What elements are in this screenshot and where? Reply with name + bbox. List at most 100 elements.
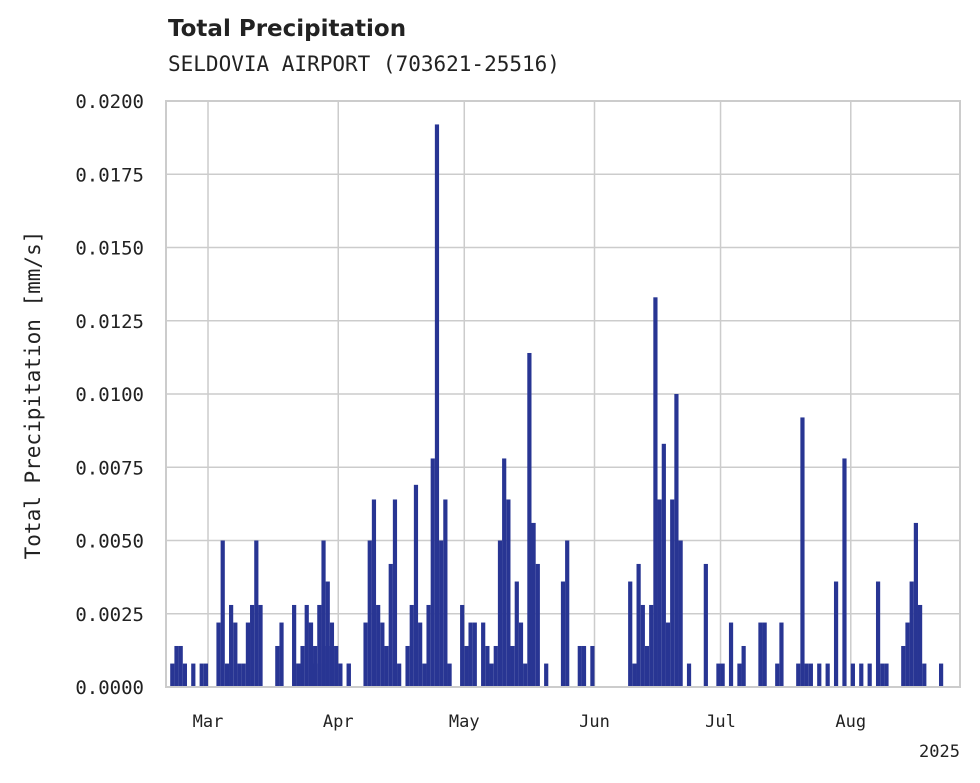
- precip-bar: [409, 604, 414, 687]
- precip-bar: [216, 622, 221, 687]
- precip-bar: [317, 604, 322, 687]
- precip-bar: [867, 663, 872, 687]
- y-tick-label: 0.0075: [75, 457, 144, 479]
- precip-bar: [502, 458, 507, 687]
- precip-bar: [686, 663, 692, 687]
- precip-bar: [233, 622, 238, 687]
- precip-bar: [443, 499, 448, 687]
- precip-bar: [506, 499, 511, 687]
- precip-bar: [203, 663, 209, 687]
- x-tick-label: Mar: [193, 712, 224, 732]
- precip-bar: [913, 522, 918, 687]
- precip-bar: [296, 663, 301, 687]
- precip-bar: [674, 394, 679, 687]
- x-tick-label: May: [449, 712, 480, 732]
- precip-bar: [384, 645, 389, 687]
- precip-bar: [833, 581, 839, 687]
- chart-title: Total Precipitation: [168, 16, 407, 42]
- precip-bar: [779, 622, 784, 687]
- precip-bar: [325, 581, 330, 687]
- y-tick-label: 0.0150: [75, 238, 144, 260]
- precip-bar: [430, 458, 435, 687]
- precip-bar: [800, 417, 805, 687]
- precip-bar: [909, 581, 914, 687]
- precip-bar: [640, 604, 645, 687]
- precip-bar: [523, 663, 528, 687]
- precip-bar: [804, 663, 809, 687]
- precip-bar: [220, 540, 225, 687]
- precip-bar: [636, 563, 641, 687]
- precip-bar: [560, 581, 566, 687]
- precip-bar: [716, 663, 721, 687]
- precip-bar: [678, 540, 683, 687]
- precip-bar: [938, 663, 944, 687]
- precip-bar: [426, 604, 431, 687]
- precip-bar: [376, 604, 381, 687]
- precip-bar: [628, 581, 633, 687]
- precip-bar: [485, 645, 490, 687]
- precip-bar: [720, 663, 725, 687]
- precip-bar: [632, 663, 637, 687]
- precip-bar: [758, 622, 763, 687]
- y-tick-label: 0.0025: [75, 604, 144, 626]
- precip-bar: [380, 622, 385, 687]
- precip-bar: [649, 604, 654, 687]
- precip-bar: [535, 563, 540, 687]
- precip-bar: [241, 663, 246, 687]
- y-tick-label: 0.0100: [75, 384, 144, 406]
- precip-bar: [254, 540, 259, 687]
- precip-bar: [329, 622, 335, 687]
- precip-bar: [392, 499, 398, 687]
- precip-bar: [737, 663, 742, 687]
- precip-bar: [174, 645, 179, 687]
- precip-bar: [670, 499, 675, 687]
- precip-bar: [922, 663, 927, 687]
- precip-bar: [661, 443, 666, 687]
- precip-bar: [489, 663, 494, 687]
- precip-bar: [245, 622, 251, 687]
- precip-bar: [321, 540, 326, 687]
- precip-bar: [258, 604, 263, 687]
- precip-bar: [439, 540, 444, 687]
- precip-bar: [657, 499, 662, 687]
- precip-bar: [884, 663, 889, 687]
- precip-bar: [413, 484, 419, 687]
- precip-bar: [371, 499, 377, 687]
- precip-bar: [901, 645, 906, 687]
- precip-bar: [544, 663, 549, 687]
- precip-bar: [199, 663, 204, 687]
- precip-bar: [468, 622, 473, 687]
- precip-bar: [397, 663, 402, 687]
- precip-bar: [703, 563, 708, 687]
- precip-bar: [775, 663, 780, 687]
- precip-bar: [917, 604, 923, 687]
- precip-bar: [728, 622, 734, 687]
- precip-bar: [250, 604, 255, 687]
- precip-bar: [518, 622, 524, 687]
- precip-bar: [405, 645, 410, 687]
- precip-bar: [665, 622, 671, 687]
- x-year-label: 2025: [919, 742, 960, 762]
- precip-bar: [346, 663, 351, 687]
- precip-bar: [497, 540, 503, 687]
- precip-bar: [178, 645, 183, 687]
- precip-bar: [481, 622, 486, 687]
- y-tick-label: 0.0050: [75, 531, 144, 553]
- precip-bar: [279, 622, 284, 687]
- precip-bar: [905, 622, 910, 687]
- precip-bar: [304, 604, 309, 687]
- precip-bar: [842, 458, 847, 687]
- precip-bar: [762, 622, 767, 687]
- precip-bar: [229, 604, 234, 687]
- precip-bar: [308, 622, 314, 687]
- y-tick-label: 0.0000: [75, 677, 144, 699]
- precip-bar: [300, 645, 305, 687]
- y-tick-label: 0.0125: [75, 311, 144, 333]
- y-tick-label: 0.0175: [75, 164, 144, 186]
- chart-subtitle: SELDOVIA AIRPORT (703621-25516): [168, 52, 560, 76]
- precip-bar: [191, 663, 196, 687]
- precip-bar: [388, 563, 393, 687]
- precip-bar: [447, 663, 452, 687]
- precip-bar: [363, 622, 368, 687]
- precip-bar: [182, 663, 188, 687]
